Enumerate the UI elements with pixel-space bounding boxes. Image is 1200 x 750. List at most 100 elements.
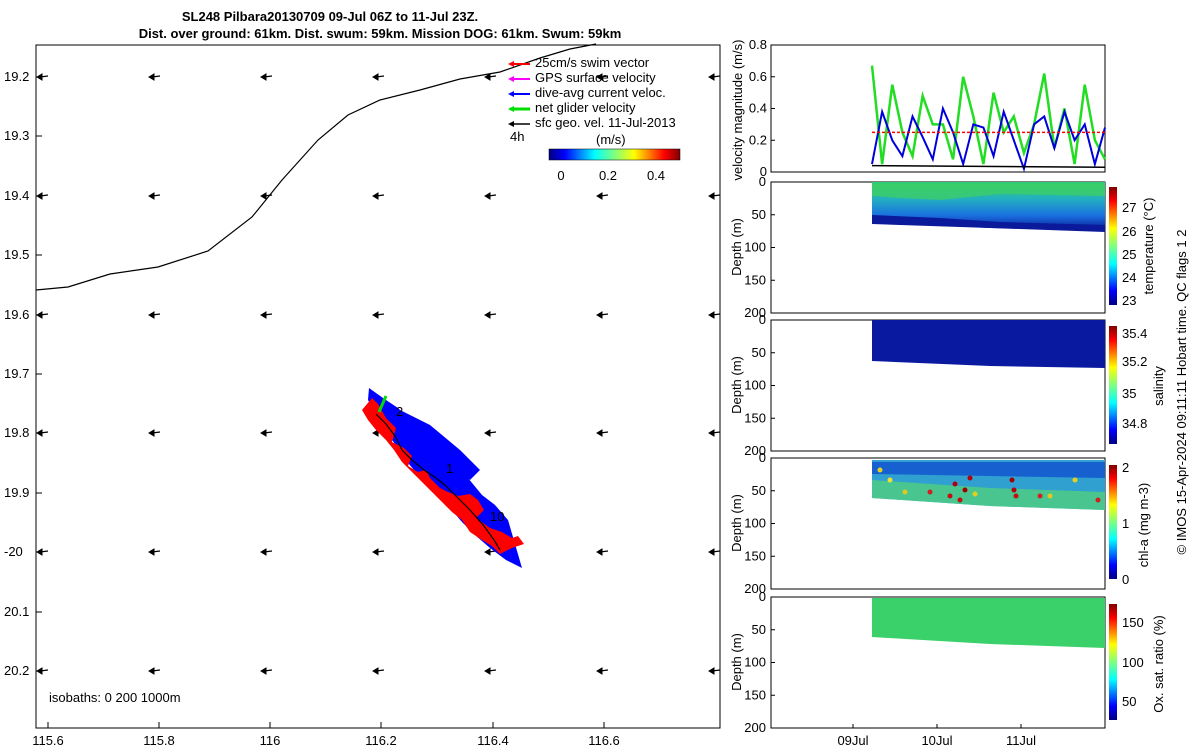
depth-tick: 0 <box>759 312 766 327</box>
depth-tick: 50 <box>752 622 766 637</box>
sfc-arrow <box>708 311 721 319</box>
depth-tick: 100 <box>744 516 766 531</box>
chla-dot <box>887 477 893 483</box>
depth-tick: 150 <box>744 410 766 425</box>
sfc-arrow <box>484 311 497 319</box>
sfc-arrow <box>372 73 385 81</box>
map-ytick: 19.5 <box>4 247 29 262</box>
sfc-arrow <box>36 192 49 200</box>
time-tick: 10Jul <box>921 733 952 748</box>
sfc-arrow <box>708 429 721 437</box>
map-ytick: 20.1 <box>4 604 29 619</box>
depth-tick: 0 <box>759 174 766 189</box>
time-tick: 11Jul <box>1006 733 1036 748</box>
depth-tick: 150 <box>744 687 766 702</box>
temperature-cbar-label: temperature (°C) <box>1141 198 1156 295</box>
sfc-arrow <box>596 73 609 81</box>
sfc-arrow <box>596 192 609 200</box>
map-plot: 115.6 115.8 116 116.2 116.4 116.6 19.2 1… <box>4 43 721 748</box>
depth-ticks: 0501001502000501001502000501001502000501… <box>744 174 775 735</box>
cbar-tick: 35.2 <box>1122 354 1147 369</box>
velocity-series-line <box>871 105 1106 173</box>
cbar-tick: 100 <box>1122 655 1144 670</box>
chla-dot <box>877 467 883 473</box>
colorbar-tick: 0.4 <box>647 168 665 183</box>
chla-dot <box>972 491 978 497</box>
legend-entry: GPS surface velocity <box>535 70 656 85</box>
chla-panel: 2 1 0 chl-a (mg m-3) <box>770 457 1151 590</box>
salinity-colorbar <box>1109 326 1117 444</box>
map-ytick: 19.2 <box>4 69 29 84</box>
chla-dot <box>957 497 963 503</box>
sfc-arrow <box>708 548 721 556</box>
legend-entry: 25cm/s swim vector <box>535 55 650 70</box>
vel-ytick: 0.2 <box>749 132 767 147</box>
velocity-yaxis: 0 0.2 0.4 0.6 0.8 <box>749 37 775 179</box>
chla-dot <box>1013 493 1019 499</box>
net-glider-velocity-marker <box>377 395 388 413</box>
oxygen-field <box>872 598 1105 648</box>
isobaths-label: isobaths: 0 200 1000m <box>49 690 181 705</box>
depth-ylabel: Depth (m) <box>729 218 744 276</box>
cbar-tick: 27 <box>1122 200 1136 215</box>
chla-surface-layer <box>872 462 1105 478</box>
map-ytick: 19.4 <box>4 188 29 203</box>
depth-tick: 200 <box>744 443 766 458</box>
sfc-arrow <box>708 73 721 81</box>
chla-dot <box>1095 497 1101 503</box>
sfc-arrow <box>148 667 161 675</box>
swim-vectors <box>362 398 524 554</box>
depth-tick: 50 <box>752 207 766 222</box>
depth-tick: 200 <box>744 305 766 320</box>
chla-dot <box>947 493 953 499</box>
map-ytick: 19.8 <box>4 425 29 440</box>
oxygen-panel: 150 100 50 Ox. sat. ratio (%) <box>770 596 1166 729</box>
cbar-tick: 25 <box>1122 247 1136 262</box>
chla-dot <box>1037 493 1043 499</box>
depth-tick: 100 <box>744 378 766 393</box>
glider-track <box>375 413 501 551</box>
map-ytick: 19.6 <box>4 307 29 322</box>
map-xaxis: 115.6 115.8 116 116.2 116.4 116.6 <box>32 722 620 748</box>
colorbar-tick: 0 <box>557 168 564 183</box>
oxygen-colorbar <box>1109 604 1117 720</box>
map-ytick: 20.2 <box>4 663 29 678</box>
sfc-arrow <box>484 192 497 200</box>
cbar-tick: 0 <box>1122 572 1129 587</box>
depth-tick: 200 <box>744 581 766 596</box>
sfc-arrow <box>36 429 49 437</box>
map-ytick: 19.9 <box>4 485 29 500</box>
sfc-arrow <box>708 667 721 675</box>
cbar-tick: 34.8 <box>1122 416 1147 431</box>
sfc-arrow <box>36 73 49 81</box>
salinity-cbar-label: salinity <box>1151 366 1166 406</box>
depth-ylabel: Depth (m) <box>729 356 744 414</box>
vel-ytick: 0.6 <box>749 69 767 84</box>
speed-colorbar <box>548 148 681 161</box>
sfc-arrow <box>372 548 385 556</box>
dive-avg-current-vectors-2 <box>400 410 480 480</box>
depth-ylabel: Depth (m) <box>729 633 744 691</box>
sfc-arrow <box>596 429 609 437</box>
chla-dot <box>1047 493 1053 499</box>
day-label: 1 <box>446 461 453 476</box>
chla-dot <box>952 481 958 487</box>
map-ytick: -20 <box>4 544 23 559</box>
legend-entry: dive-avg current veloc. <box>535 85 666 100</box>
velocity-series-line <box>871 164 1106 168</box>
oxygen-cbar-label: Ox. sat. ratio (%) <box>1151 615 1166 713</box>
vel-ytick: 0 <box>760 164 767 179</box>
sfc-arrow <box>260 192 273 200</box>
vel-ytick: 0.8 <box>749 37 767 52</box>
depth-tick: 100 <box>744 240 766 255</box>
colorbar-tick: 0.2 <box>599 168 617 183</box>
sfc-arrow <box>260 667 273 675</box>
sfc-arrow <box>372 192 385 200</box>
chla-dot <box>962 487 968 493</box>
sfc-arrow <box>260 429 273 437</box>
chla-deep-layer <box>872 480 1105 510</box>
sfc-arrow <box>372 667 385 675</box>
depth-tick: 150 <box>744 548 766 563</box>
day-label: 2 <box>396 404 403 419</box>
